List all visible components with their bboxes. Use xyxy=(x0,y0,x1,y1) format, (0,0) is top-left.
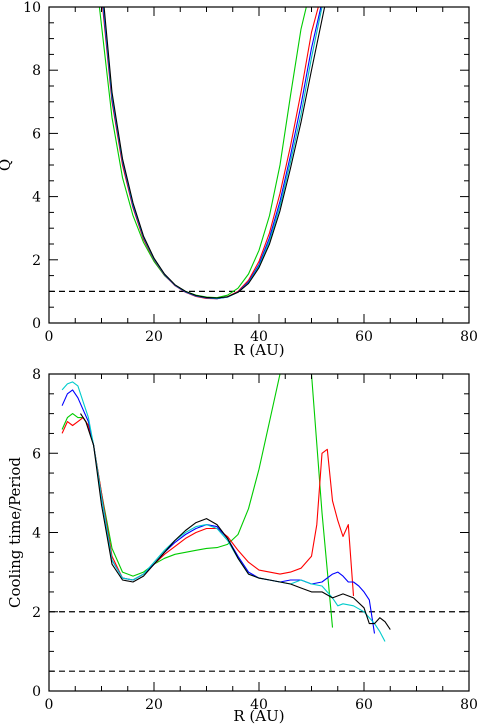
y-tick-label: 8 xyxy=(32,63,41,79)
x-tick-label: 80 xyxy=(460,697,478,713)
y-tick-label: 2 xyxy=(32,253,41,269)
x-tick-label: 0 xyxy=(45,329,54,345)
series-line-3 xyxy=(61,381,386,642)
y-tick-label: 6 xyxy=(32,126,41,142)
x-axis-label: R (AU) xyxy=(233,341,284,359)
y-tick-label: 6 xyxy=(32,446,41,462)
y-axis-label: Q xyxy=(0,159,14,171)
x-tick-label: 60 xyxy=(355,697,373,713)
series-line-4 xyxy=(103,7,326,299)
series-line-1 xyxy=(61,417,355,596)
plot-frame xyxy=(48,6,470,324)
x-tick-label: 60 xyxy=(355,329,373,345)
y-tick-label: 10 xyxy=(23,0,41,16)
x-tick-label: 20 xyxy=(145,329,163,345)
plot-frame xyxy=(48,373,470,692)
series-line-4 xyxy=(80,413,391,630)
y-tick-label: 4 xyxy=(32,190,41,206)
series-line-0 xyxy=(98,7,307,299)
y-tick-label: 8 xyxy=(32,367,41,383)
series-group xyxy=(61,374,391,642)
chart-panel-top: 0 20 40 60 80 0 2 4 6 8 10 R (AU) Q xyxy=(0,0,478,359)
y-axis-label: Cooling time/Period xyxy=(6,457,24,608)
series-line-2 xyxy=(102,7,322,300)
x-tick-label: 20 xyxy=(145,697,163,713)
y-tick-label: 4 xyxy=(32,526,41,542)
x-axis-label: R (AU) xyxy=(233,707,284,725)
series-line-2 xyxy=(61,389,376,634)
x-tick-label: 80 xyxy=(460,329,478,345)
x-tick-label: 40 xyxy=(250,329,268,345)
y-tick-label: 0 xyxy=(32,316,41,332)
x-tick-label: 0 xyxy=(45,697,54,713)
series-group xyxy=(98,7,326,300)
y-tick-label: 2 xyxy=(32,605,41,621)
chart-panel-bottom: 0 20 40 60 80 0 2 4 6 8 R (AU) Cooling time/Period xyxy=(6,367,478,725)
y-tick-label: 0 xyxy=(32,684,41,700)
series-line-1 xyxy=(102,7,319,300)
x-tick-label: 40 xyxy=(250,697,268,713)
